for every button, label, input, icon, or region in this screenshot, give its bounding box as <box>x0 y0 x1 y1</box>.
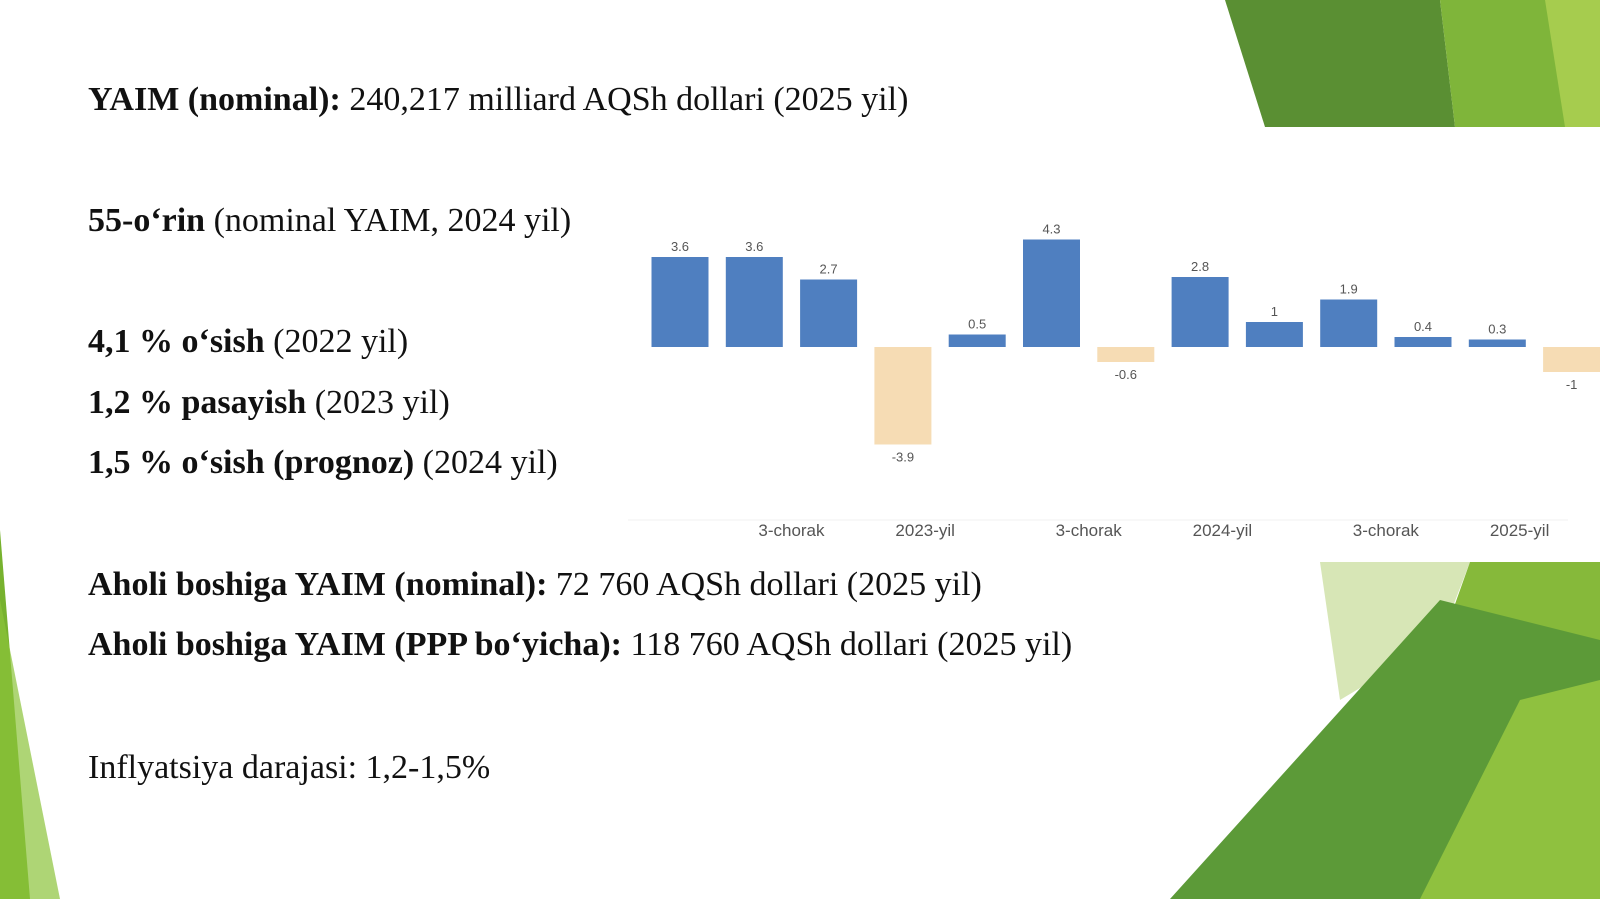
chart-panel: 3.6 3.6 2.7 -3.9 0.5 4.3 -0.6 2.8 1 1.9 0.4 0.3 -1 3-… <box>608 127 1600 562</box>
gdp-growth-bar-chart: 3.6 3.6 2.7 -3.9 0.5 4.3 -0.6 2.8 1 1.9 0.4 0.3 -1 3-… <box>628 222 1600 540</box>
gdp-per-capita-nominal-line: Aholi boshiga YAIM (nominal): 72 760 AQS… <box>88 565 982 605</box>
gdp-nominal-line: YAIM (nominal): 240,217 milliard AQSh do… <box>88 80 908 120</box>
growth-2024-value: (2024 yil) <box>414 444 558 481</box>
decline-2023-value: (2023 yil) <box>306 384 450 421</box>
growth-2022-line: 4,1 % o‘sish (2022 yil) <box>88 322 408 362</box>
gdp-per-capita-nominal-value: 72 760 AQSh dollari (2025 yil) <box>547 566 982 603</box>
bar <box>1245 322 1303 347</box>
green-shape-top-mid <box>1545 0 1600 127</box>
data-label: 2.7 <box>820 262 838 277</box>
bar <box>1468 339 1526 347</box>
data-label: 3.6 <box>745 239 763 254</box>
inflation-label: Inflyatsiya darajasi: 1,2-1,5% <box>88 749 491 786</box>
gdp-per-capita-ppp-line: Aholi boshiga YAIM (PPP bo‘yicha): 118 7… <box>88 625 1072 665</box>
bar <box>1171 277 1229 347</box>
data-label: 2.8 <box>1191 259 1209 274</box>
rank-line: 55-o‘rin (nominal YAIM, 2024 yil) <box>88 201 571 241</box>
data-label: -3.9 <box>892 450 914 465</box>
bar <box>874 347 932 445</box>
growth-2024-label: 1,5 % o‘sish (prognoz) <box>88 444 415 481</box>
x-tick-label: 2023-yil <box>895 521 955 540</box>
data-label: 0.4 <box>1414 319 1432 334</box>
inflation-line: Inflyatsiya darajasi: 1,2-1,5% <box>88 748 490 788</box>
bar <box>1023 239 1080 347</box>
data-label: 1.9 <box>1340 282 1358 297</box>
gdp-per-capita-ppp-value: 118 760 AQSh dollari (2025 yil) <box>621 626 1073 663</box>
x-tick-label: 3-chorak <box>1056 521 1123 540</box>
x-tick-label: 3-chorak <box>758 521 825 540</box>
bar <box>800 279 858 347</box>
green-shape-top-dark <box>1225 0 1455 127</box>
x-tick-label: 2024-yil <box>1193 521 1253 540</box>
data-label: 1 <box>1271 304 1278 319</box>
growth-2022-label: 4,1 % o‘sish <box>88 323 265 360</box>
gdp-per-capita-ppp-label: Aholi boshiga YAIM (PPP bo‘yicha): <box>88 626 622 663</box>
data-label: -1 <box>1566 377 1578 392</box>
rank-value: (nominal YAIM, 2024 yil) <box>205 202 572 239</box>
data-label: 4.3 <box>1042 222 1060 237</box>
bar <box>1394 337 1452 347</box>
bar <box>1543 347 1600 372</box>
rank-label: 55-o‘rin <box>88 202 206 239</box>
green-shape-bottom-bright <box>1420 680 1600 899</box>
growth-2022-value: (2022 yil) <box>264 323 409 360</box>
data-label: -0.6 <box>1115 367 1137 382</box>
bar <box>725 257 783 347</box>
bar <box>651 257 709 347</box>
bar <box>1320 299 1378 347</box>
data-label: 3.6 <box>671 239 689 254</box>
bar <box>1097 347 1155 362</box>
decline-2023-label: 1,2 % pasayish <box>88 384 307 421</box>
gdp-nominal-value: 240,217 milliard AQSh dollari (2025 yil) <box>340 81 909 118</box>
x-tick-label: 3-chorak <box>1353 521 1420 540</box>
data-label: 0.3 <box>1488 322 1506 337</box>
growth-2024-line: 1,5 % o‘sish (prognoz) (2024 yil) <box>88 443 558 483</box>
green-shape-left-light <box>0 600 60 899</box>
bar <box>948 334 1006 347</box>
gdp-per-capita-nominal-label: Aholi boshiga YAIM (nominal): <box>88 566 548 603</box>
decline-2023-line: 1,2 % pasayish (2023 yil) <box>88 383 450 423</box>
green-shape-bottom-pale <box>1320 562 1470 700</box>
gdp-nominal-label: YAIM (nominal): <box>88 81 341 118</box>
x-tick-label: 2025-yil <box>1490 521 1550 540</box>
data-label: 0.5 <box>968 317 986 332</box>
